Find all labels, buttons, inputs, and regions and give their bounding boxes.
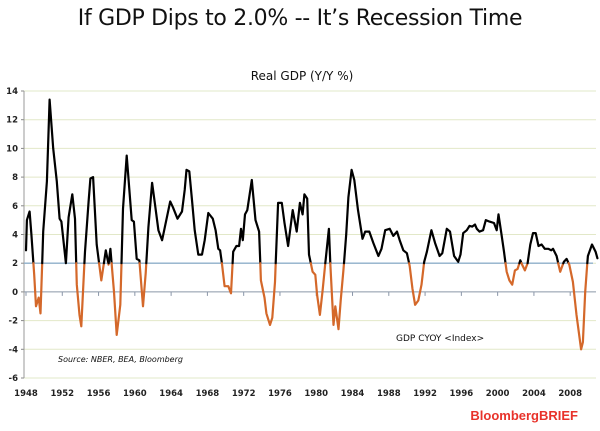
y-tick-label: -2 <box>9 317 19 327</box>
series-segment-above-threshold <box>102 249 110 265</box>
series-segment-above-threshold <box>24 210 35 265</box>
series-segment-above-threshold <box>83 176 101 265</box>
series-segment-above-threshold <box>120 154 141 265</box>
y-tick-label: 12 <box>6 116 18 126</box>
y-tick-label: 8 <box>12 173 18 183</box>
x-tick-labels: 1948 1952 1956 1960 1964 1968 1972 1976 1980 1984… <box>14 389 582 399</box>
series-segment-above-threshold <box>41 98 78 265</box>
x-tick-label: 2000 <box>486 389 510 399</box>
x-tick-label: 1996 <box>450 389 474 399</box>
x-tick-label: 2008 <box>558 389 582 399</box>
x-tick-label: 1968 <box>196 389 220 399</box>
x-tick-label: 1988 <box>377 389 401 399</box>
series-segment-above-threshold <box>107 247 113 265</box>
series-segment-below-threshold <box>567 262 589 351</box>
series-segment-below-threshold <box>220 262 234 295</box>
series-segment-above-threshold <box>342 168 411 265</box>
series-segment-below-threshold <box>557 262 565 273</box>
series-segment-above-threshold <box>324 227 332 265</box>
y-tick-label: 2 <box>12 259 18 269</box>
x-tick-label: 1976 <box>268 389 292 399</box>
x-tick-label: 1948 <box>14 389 38 399</box>
x-tick-label: 1952 <box>50 389 74 399</box>
series-segment-above-threshold <box>562 257 570 265</box>
x-tick-label: 1964 <box>159 389 183 399</box>
y-tick-label: 4 <box>12 231 18 241</box>
series-group <box>24 98 599 351</box>
x-tick-label: 1972 <box>232 389 256 399</box>
series-segment-below-threshold <box>32 262 44 315</box>
x-tick-label: 1956 <box>87 389 111 399</box>
y-tick-label: -4 <box>9 345 19 355</box>
x-tick-label: 1960 <box>123 389 147 399</box>
y-tick-label: 14 <box>6 87 18 97</box>
chart-subtitle: Real GDP (Y/Y %) <box>251 69 354 83</box>
brand-logo: BloombergBRIEF <box>470 408 578 423</box>
series-segment-below-threshold <box>408 262 426 306</box>
gridlines <box>24 90 596 379</box>
source-note: Source: NBER, BEA, Bloomberg <box>58 355 183 364</box>
series-segment-below-threshold <box>110 262 123 336</box>
main-title: If GDP Dips to 2.0% -- It’s Recession Ti… <box>77 6 523 31</box>
x-tick-label: 1980 <box>304 389 328 399</box>
x-tick-label: 2004 <box>522 389 546 399</box>
y-tick-label: 6 <box>12 202 18 212</box>
y-tick-labels: 14 12 10 8 6 4 2 0 -2 -4 -6 <box>6 87 18 384</box>
series-segment-above-threshold <box>586 243 599 265</box>
x-tick-label: 1984 <box>341 389 365 399</box>
x-tick-label: 1992 <box>413 389 437 399</box>
series-segment-below-threshold <box>520 262 529 272</box>
series-segment-above-threshold <box>145 168 223 265</box>
series-segment-above-threshold <box>274 193 312 265</box>
series-segment-below-threshold <box>97 262 106 282</box>
y-tick-label: 0 <box>12 288 18 298</box>
series-segment-below-threshold <box>259 262 277 326</box>
axes <box>21 90 596 379</box>
series-segment-below-threshold <box>75 262 86 328</box>
series-segment-above-threshold <box>526 232 560 265</box>
series-segment-below-threshold <box>138 262 148 308</box>
series-segment-above-threshold <box>422 213 507 265</box>
y-tick-label: -6 <box>9 374 19 384</box>
y-tick-label: 10 <box>6 144 18 154</box>
series-segment-below-threshold <box>309 262 327 316</box>
series-segment-below-threshold <box>504 262 521 286</box>
series-segment-below-threshold <box>329 262 346 331</box>
series-segment-above-threshold <box>231 178 262 265</box>
series-legend-label: GDP CYOY <Index> <box>396 334 484 344</box>
